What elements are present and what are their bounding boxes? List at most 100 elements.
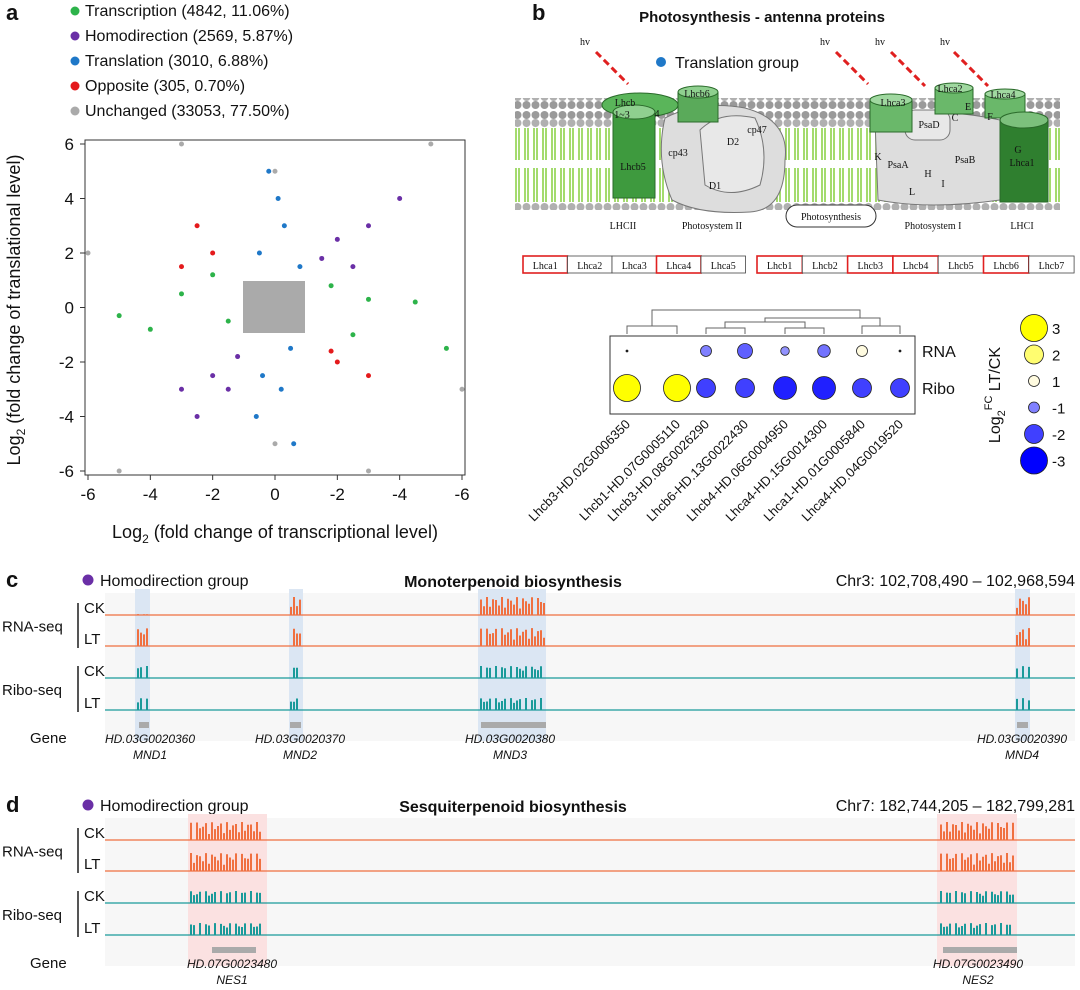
- gene-box-label: Lhca1: [533, 261, 558, 272]
- pathway-label: 1~3: [614, 110, 629, 121]
- size-legend-label: -2: [1052, 427, 1065, 444]
- legend-marker: [70, 106, 80, 116]
- y-tick-label: 6: [65, 135, 74, 154]
- point: [260, 373, 266, 379]
- x-tick-label: 0: [270, 485, 279, 504]
- coverage: [480, 666, 542, 678]
- track-background: [105, 593, 1075, 741]
- pathway-label: Lhca3: [881, 98, 906, 109]
- pathway-label: C: [952, 113, 959, 124]
- bubble-frame: [609, 335, 916, 415]
- point: [428, 141, 434, 147]
- point: [288, 345, 294, 351]
- condition-label: LT: [84, 920, 100, 937]
- bubble: [812, 376, 836, 400]
- x-title-sub: 2: [142, 532, 149, 546]
- group-label: Homodirection group: [100, 798, 249, 815]
- legend-marker: [70, 56, 80, 66]
- pathway-label: Lhca4: [991, 90, 1016, 101]
- gene-box-label: Lhcb1: [767, 261, 793, 272]
- point: [85, 250, 91, 256]
- point: [350, 332, 356, 338]
- size-legend-marker: [1020, 314, 1048, 342]
- coverage: [940, 891, 1014, 903]
- coverage: [1016, 597, 1030, 615]
- size-legend-marker: [1024, 344, 1044, 365]
- pathway-title: Photosynthesis - antenna proteins: [639, 9, 885, 26]
- point: [366, 223, 371, 229]
- pathway-node: [785, 204, 877, 228]
- panel-label: c: [6, 567, 18, 592]
- x-tick-label: -6: [80, 485, 95, 504]
- group-label: Homodirection group: [100, 573, 249, 590]
- psi-complex: [874, 109, 1001, 206]
- gene-name: MND2: [283, 748, 317, 762]
- pathway-label: PsaB: [955, 155, 976, 166]
- pathway-label: LHCII: [610, 221, 637, 232]
- coverage: [1016, 698, 1030, 710]
- point: [366, 373, 371, 379]
- pathway-label: Photosystem I: [905, 221, 962, 232]
- bubble: [780, 346, 790, 356]
- condition-label: CK: [84, 663, 105, 680]
- point: [412, 299, 418, 305]
- pathway-label: D2: [727, 137, 739, 148]
- row-label: RNA: [922, 344, 956, 361]
- pathway-label: Lhca2: [938, 84, 963, 95]
- pathway-label: Translation group: [675, 55, 799, 72]
- point: [291, 441, 297, 447]
- gene-model: [481, 722, 546, 728]
- legend-label: Transcription (4842, 11.06%): [85, 3, 290, 20]
- point: [459, 386, 465, 392]
- psii-complex: [660, 105, 786, 213]
- gene-box-label: Lhcb5: [948, 261, 974, 272]
- bubble: [856, 345, 868, 357]
- gene-id: HD.03G0020360: [105, 732, 195, 746]
- condition-label: CK: [84, 888, 105, 905]
- coverage: [1016, 666, 1030, 678]
- assay-label: RNA-seq: [2, 619, 63, 636]
- x-title-rest: (fold change of transcriptional level): [149, 522, 438, 542]
- gene-model: [139, 722, 149, 728]
- gene-boxes: Lhca1 Lhca2 Lhca3 Lhca4 Lhca5 Lhcb1 Lhcb2 Lhcb3…: [522, 255, 1075, 274]
- assay-label: RNA-seq: [2, 844, 63, 861]
- legend-dot: [656, 57, 666, 67]
- legend-marker: [70, 81, 80, 91]
- gene-id: HD.03G0020390: [977, 732, 1067, 746]
- x-tick-label: -4: [392, 485, 407, 504]
- legend-dot: [82, 574, 94, 586]
- bubble: [890, 378, 910, 398]
- legend-label: Homodirection (2569, 5.87%): [85, 28, 293, 45]
- panel-a: a Log2 (fold change of translational lev…: [4, 0, 466, 546]
- pathway-label: Lhcb: [615, 98, 636, 109]
- gene-model: [290, 722, 301, 728]
- y-tick-label: 0: [65, 299, 74, 318]
- bubble: [737, 343, 753, 359]
- gene-box-label: Lhcb3: [857, 261, 883, 272]
- track-title: Monoterpenoid biosynthesis: [404, 574, 622, 591]
- x-title-base: Log: [112, 522, 142, 542]
- size-legend-label: 1: [1052, 374, 1060, 391]
- gene-box-label: Lhcb4: [903, 261, 929, 272]
- x-tick-label: -4: [143, 485, 158, 504]
- coverage: [940, 923, 1011, 935]
- pathway-label: hv: [820, 37, 830, 48]
- gene-row-label: Gene: [30, 955, 67, 972]
- point: [275, 196, 281, 201]
- pathway-label: I: [941, 179, 944, 190]
- gene-box-label: Lhca2: [577, 261, 602, 272]
- x-tick-label: -6: [454, 485, 469, 504]
- size-legend-title: Log2FC LT/CK: [983, 347, 1008, 443]
- point: [179, 264, 184, 270]
- point: [278, 386, 284, 392]
- coverage: [290, 597, 301, 615]
- gene-name: NES1: [216, 973, 247, 987]
- coverage: [190, 923, 261, 935]
- legend-label: Opposite (305, 0.70%): [85, 78, 245, 95]
- bubble: [625, 349, 629, 353]
- gene-box-label: Lhca5: [711, 261, 736, 272]
- y-title-base: Log: [4, 435, 24, 465]
- coverage: [290, 698, 298, 710]
- point: [266, 168, 272, 174]
